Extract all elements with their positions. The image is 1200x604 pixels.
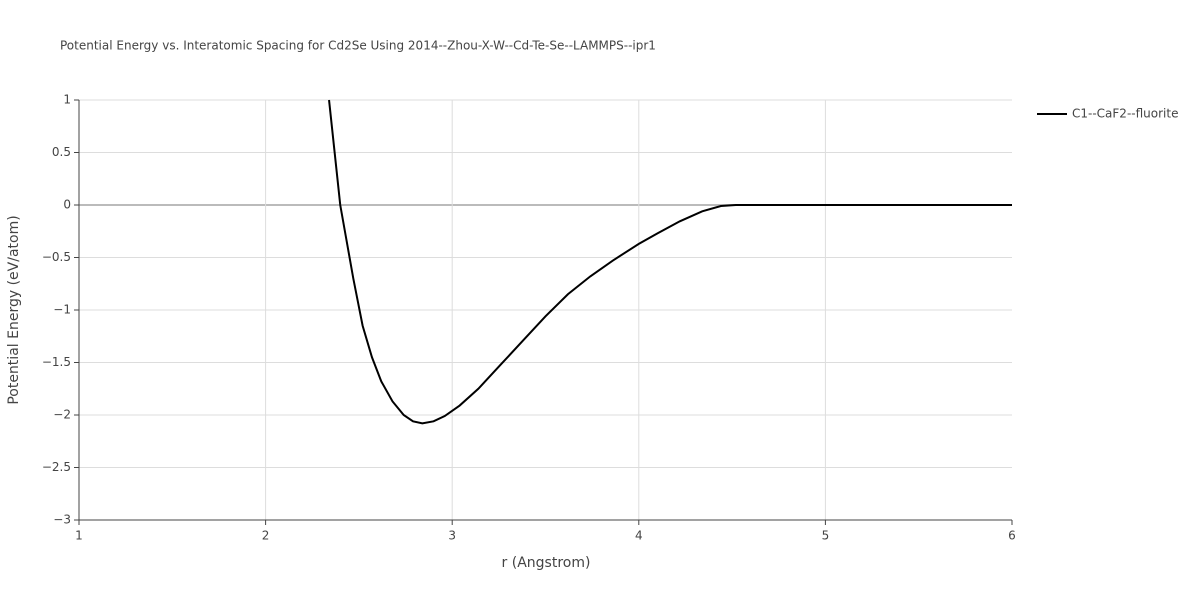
x-axis-label: r (Angstrom) [502,555,591,571]
x-tick-label: 6 [1008,529,1016,543]
x-tick-label: 1 [75,529,83,543]
y-tick-label: −1.5 [42,355,71,369]
y-tick-label: −3 [53,513,71,527]
y-tick-label: −1 [53,303,71,317]
x-tick-label: 4 [635,529,643,543]
y-tick-label: −0.5 [42,250,71,264]
chart-title: Potential Energy vs. Interatomic Spacing… [60,39,656,53]
x-tick-label: 2 [262,529,270,543]
series-line [328,99,1012,425]
legend-label: C1--CaF2--fluorite [1072,107,1178,121]
y-tick-label: 0 [63,198,71,212]
x-tick-label: 3 [448,529,456,543]
y-tick-label: 0.5 [52,145,71,159]
y-tick-label: −2.5 [42,460,71,474]
x-tick-label: 5 [822,529,830,543]
y-axis-label: Potential Energy (eV/atom) [6,215,22,404]
y-tick-label: −2 [53,408,71,422]
y-tick-label: 1 [63,93,71,107]
